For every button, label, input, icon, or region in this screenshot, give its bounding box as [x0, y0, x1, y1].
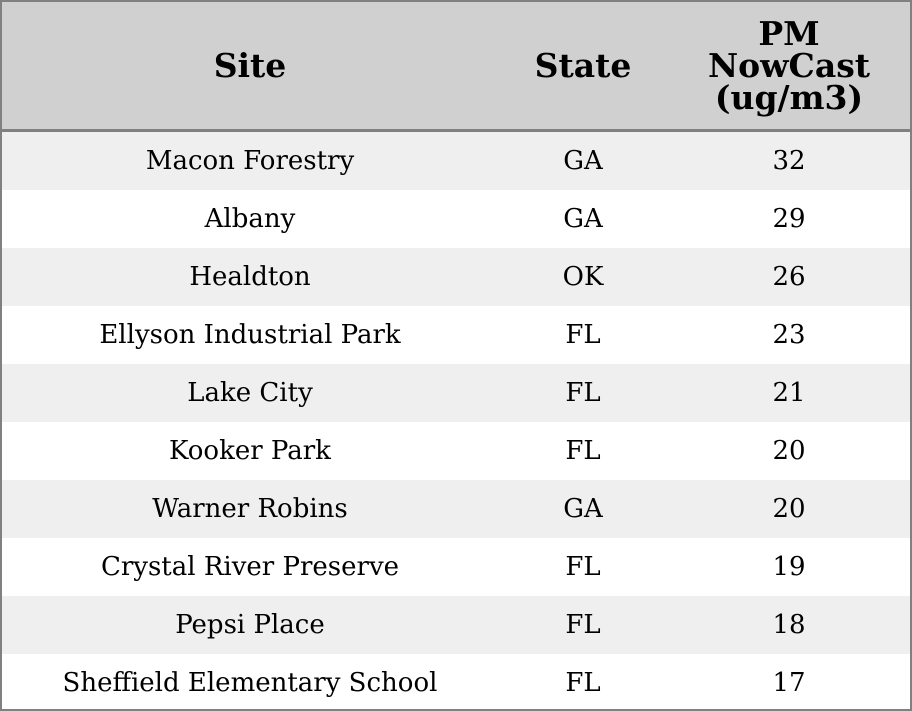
table-row: Healdton OK 26: [2, 248, 910, 306]
pm-value-cell: 32: [772, 146, 806, 176]
site-cell: Crystal River Preserve: [100, 552, 400, 582]
site-cell: Macon Forestry: [145, 146, 355, 176]
site-cell: Pepsi Place: [175, 610, 325, 640]
state-cell: GA: [563, 494, 603, 524]
pm-value-cell: 17: [772, 668, 806, 698]
site-cell: Sheffield Elementary School: [62, 668, 438, 698]
pm-value-cell: 20: [772, 436, 806, 466]
pm-value-cell: 21: [772, 378, 806, 408]
table-row: Warner Robins GA 20: [2, 480, 910, 538]
state-cell: OK: [562, 262, 604, 292]
pm-value-cell: 26: [772, 262, 806, 292]
pm-value-cell: 18: [772, 610, 806, 640]
state-cell: GA: [563, 204, 603, 234]
site-cell: Ellyson Industrial Park: [99, 320, 401, 350]
pm-value-cell: 23: [772, 320, 806, 350]
site-cell: Kooker Park: [169, 436, 331, 466]
site-cell: Healdton: [189, 262, 311, 292]
pm-value-cell: 29: [772, 204, 806, 234]
table-header: Site State PM NowCast (ug/m3): [2, 2, 910, 132]
state-cell: FL: [565, 436, 601, 466]
table-row: Ellyson Industrial Park FL 23: [2, 306, 910, 364]
state-cell: FL: [565, 552, 601, 582]
site-cell: Warner Robins: [152, 494, 348, 524]
table-row: Albany GA 29: [2, 190, 910, 248]
state-cell: FL: [565, 668, 601, 698]
site-cell: Lake City: [187, 378, 313, 408]
table-row: Sheffield Elementary School FL 17: [2, 654, 910, 709]
column-header-site: Site: [213, 45, 287, 85]
state-cell: FL: [565, 610, 601, 640]
state-cell: GA: [563, 146, 603, 176]
state-cell: FL: [565, 320, 601, 350]
state-cell: FL: [565, 378, 601, 408]
table-body: Macon Forestry GA 32 Albany GA 29 Healdton OK 26…: [2, 132, 910, 709]
table-row: Lake City FL 21: [2, 364, 910, 422]
pm-value-cell: 19: [772, 552, 806, 582]
table-row: Macon Forestry GA 32: [2, 132, 910, 190]
column-header-pm-nowcast: PM NowCast (ug/m3): [707, 13, 871, 117]
site-cell: Albany: [204, 204, 296, 234]
table-row: Kooker Park FL 20: [2, 422, 910, 480]
column-header-state: State: [534, 45, 632, 85]
pm-value-cell: 20: [772, 494, 806, 524]
table-row: Pepsi Place FL 18: [2, 596, 910, 654]
table-row: Crystal River Preserve FL 19: [2, 538, 910, 596]
